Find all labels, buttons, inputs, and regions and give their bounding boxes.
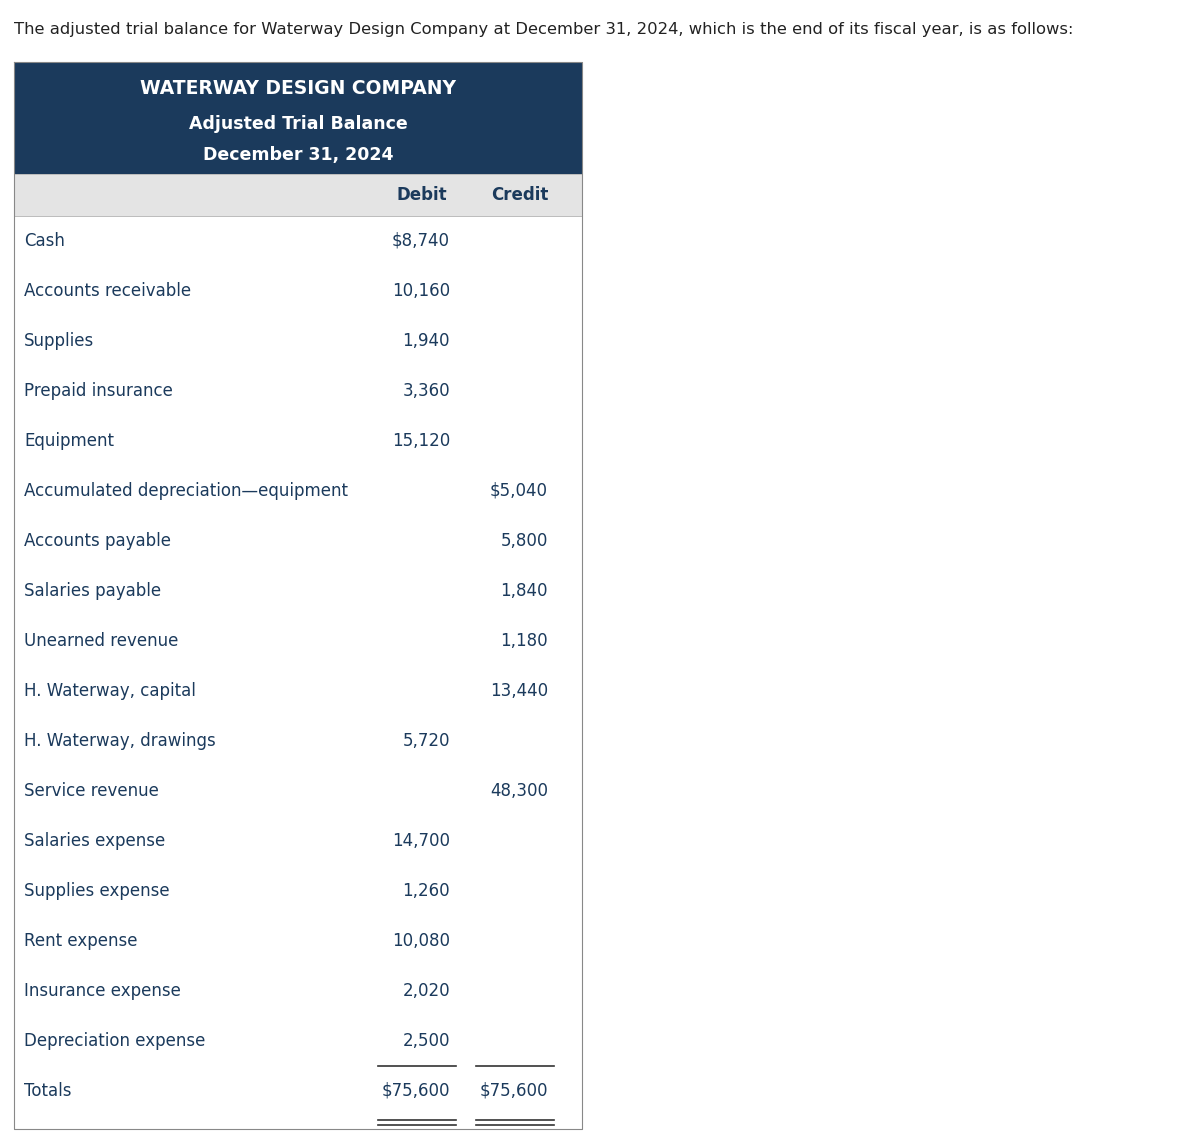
Text: The adjusted trial balance for Waterway Design Company at December 31, 2024, whi: The adjusted trial balance for Waterway … (14, 22, 1073, 36)
Text: Prepaid insurance: Prepaid insurance (24, 382, 173, 400)
Bar (14, 666, 582, 716)
Text: Accounts payable: Accounts payable (24, 532, 172, 549)
Text: $75,600: $75,600 (382, 1082, 450, 1100)
Text: Supplies expense: Supplies expense (24, 882, 169, 899)
Bar (14, 616, 582, 666)
Text: 1,180: 1,180 (500, 632, 548, 650)
Bar (14, 917, 582, 966)
Bar (14, 966, 582, 1016)
Text: 1,940: 1,940 (402, 332, 450, 350)
Bar (14, 316, 582, 366)
Bar (14, 866, 582, 917)
Text: 1,260: 1,260 (402, 882, 450, 899)
Text: Cash: Cash (24, 233, 65, 250)
Bar (14, 766, 582, 816)
Text: Depreciation expense: Depreciation expense (24, 1032, 205, 1050)
Text: Service revenue: Service revenue (24, 782, 158, 800)
Text: $5,040: $5,040 (490, 482, 548, 500)
Text: Adjusted Trial Balance: Adjusted Trial Balance (188, 115, 407, 133)
Bar (14, 416, 582, 466)
Bar (14, 366, 582, 416)
Bar (14, 716, 582, 766)
Text: Supplies: Supplies (24, 332, 95, 350)
Bar (14, 466, 582, 516)
Bar (14, 1066, 582, 1116)
Text: 13,440: 13,440 (490, 682, 548, 700)
Text: $8,740: $8,740 (392, 233, 450, 250)
Text: Totals: Totals (24, 1082, 72, 1100)
Text: 1,840: 1,840 (500, 583, 548, 600)
Text: 5,720: 5,720 (402, 732, 450, 750)
Text: $75,600: $75,600 (480, 1082, 548, 1100)
Text: WATERWAY DESIGN COMPANY: WATERWAY DESIGN COMPANY (140, 79, 456, 98)
Bar (14, 565, 582, 616)
Bar (14, 215, 582, 266)
Text: Accounts receivable: Accounts receivable (24, 282, 191, 300)
Text: 2,500: 2,500 (402, 1032, 450, 1050)
Text: H. Waterway, drawings: H. Waterway, drawings (24, 732, 216, 750)
Bar (14, 516, 582, 565)
Text: 10,160: 10,160 (392, 282, 450, 300)
Text: 48,300: 48,300 (490, 782, 548, 800)
Text: H. Waterway, capital: H. Waterway, capital (24, 682, 196, 700)
Bar (14, 174, 582, 215)
Bar (14, 1016, 582, 1066)
Text: Insurance expense: Insurance expense (24, 982, 181, 1000)
Bar (14, 266, 582, 316)
Text: Debit: Debit (397, 186, 448, 204)
Bar (14, 62, 582, 174)
Text: Credit: Credit (491, 186, 548, 204)
Bar (14, 816, 582, 866)
Text: Unearned revenue: Unearned revenue (24, 632, 179, 650)
Text: Rent expense: Rent expense (24, 933, 138, 950)
Text: 15,120: 15,120 (391, 432, 450, 450)
Text: 10,080: 10,080 (392, 933, 450, 950)
Text: December 31, 2024: December 31, 2024 (203, 146, 394, 164)
Text: Salaries expense: Salaries expense (24, 832, 166, 850)
Text: Salaries payable: Salaries payable (24, 583, 161, 600)
Text: 5,800: 5,800 (500, 532, 548, 549)
Text: Equipment: Equipment (24, 432, 114, 450)
Text: 2,020: 2,020 (402, 982, 450, 1000)
Text: Accumulated depreciation—equipment: Accumulated depreciation—equipment (24, 482, 348, 500)
Text: 14,700: 14,700 (392, 832, 450, 850)
Text: 3,360: 3,360 (402, 382, 450, 400)
